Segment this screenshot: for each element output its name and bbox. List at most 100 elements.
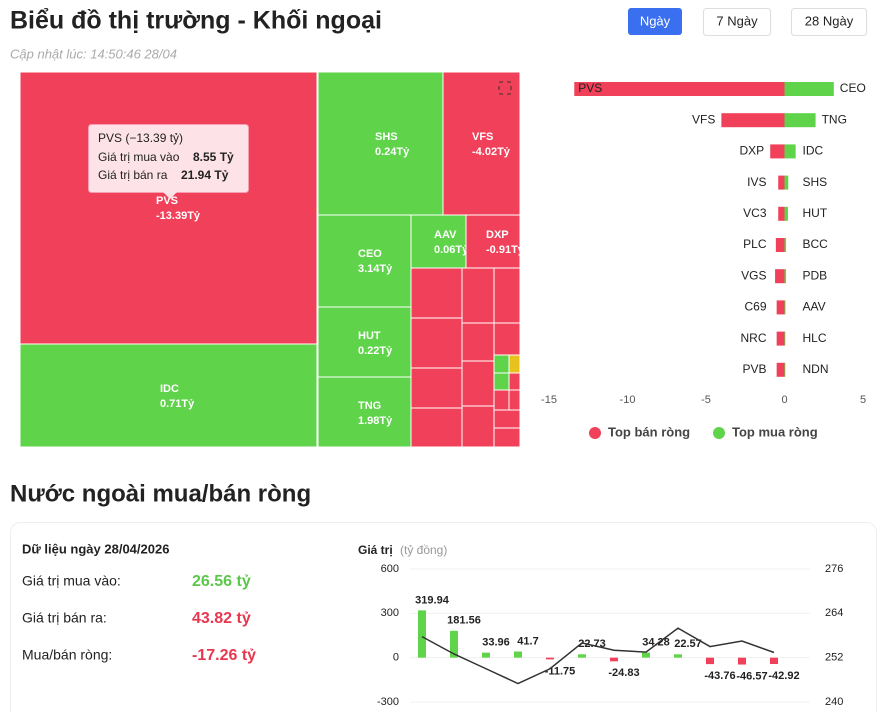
bar [642,652,650,658]
tile-value: -4.02Tỷ [472,146,511,158]
tooltip-label: Giá trị mua vào [98,150,180,164]
bar [775,269,785,284]
small-tile [461,322,495,362]
x-tick-label: -10 [620,394,636,406]
button-label[interactable]: Ngày [640,13,671,28]
tooltip-title: PVS (−13.39 tỷ) [98,131,183,145]
bar [778,206,785,221]
tile-code: DXP [486,229,509,241]
x-tick-label: 0 [781,394,787,406]
tile-code: SHS [375,131,398,143]
bar-label: CEO [840,81,866,95]
tile-value: -13.39Tỷ [156,210,201,222]
y-tick-label: -300 [377,696,399,708]
tile-code: CEO [358,248,382,260]
data-label: 33.96 [482,637,510,649]
stat-value: -17.26 tỷ [192,647,256,664]
small-tile [493,409,521,429]
y-tick-label: 300 [381,607,399,619]
button-bg[interactable] [791,8,867,36]
bar [418,610,426,658]
bar-label: HUT [803,206,828,220]
button-bg[interactable] [628,8,682,35]
y2-tick-label: 276 [825,563,843,575]
tile [19,71,318,345]
small-tile [493,322,521,356]
tile-code: TNG [358,400,381,412]
data-label: 181.56 [447,615,481,627]
legend-label: Top bán ròng [608,424,690,439]
y-axis-title: Giá trị [358,543,393,557]
bar-label: IVS [747,175,766,189]
bar [776,331,785,346]
bar [784,82,834,96]
button-label[interactable]: 28 Ngày [805,13,854,28]
date-label: Dữ liệu ngày 28/04/2026 [22,541,169,556]
small-tile [461,360,495,407]
bar [784,113,816,128]
expand-icon [498,81,512,95]
tile-value: 1.98Tỷ [358,415,393,427]
treemap: PVS -13.39Tỷ IDC 0.71Tỷ SHS 0.24Tỷ VFS -4.02Tỷ C… [19,71,525,448]
y2-tick-label: 264 [825,607,843,619]
bar-label: C69 [744,300,766,314]
small-tile [410,317,463,369]
stat-value: 43.82 tỷ [192,610,251,627]
tile [442,71,521,216]
bar [784,175,789,190]
bar-label: VC3 [743,206,767,220]
legend-marker [713,427,725,439]
data-label: 319.94 [415,594,450,606]
bar [776,300,785,315]
tooltip-value: 21.94 Tỷ [181,168,229,182]
tile-code: HUT [358,330,381,342]
tile-code: VFS [472,131,493,143]
tooltip-pointer [163,192,177,199]
bar-label: TNG [822,112,847,126]
tile-value: 0.22Tỷ [358,345,393,357]
small-tile [493,372,510,391]
bar-label: NDN [803,362,829,376]
button-label[interactable]: 7 Ngày [716,13,758,28]
button-bg[interactable] [703,8,771,36]
tile [317,376,412,448]
small-tile [410,367,463,409]
tile-value: 3.14Tỷ [358,263,393,275]
bar [578,654,586,658]
bar [784,300,786,315]
legend-label: Top mua ròng [732,424,818,439]
tile-value: 0.71Tỷ [160,398,195,410]
bar [784,331,786,346]
bar [778,175,785,190]
stat-label: Giá trị mua vào: [22,573,121,589]
data-label: -24.83 [608,667,639,679]
y2-tick-label: 240 [825,696,843,708]
card [10,522,877,712]
tile [465,214,521,269]
bar [784,206,788,221]
small-tile [493,389,510,411]
x-tick-label: 5 [860,394,866,406]
small-tile [410,407,463,448]
bar-label: DXP [740,144,765,158]
section-title: Nước ngoài mua/bán ròng [10,480,311,507]
data-label: 22.73 [578,638,606,650]
bar [610,657,618,662]
x-tick-label: -15 [541,394,557,406]
bar-label: AAV [803,300,826,314]
bar-label: HLC [803,331,827,345]
bar [450,630,458,658]
small-tile [508,372,521,391]
tile-code: PVS [156,195,178,207]
y-tick-label: 600 [381,563,399,575]
stats: Giá trị mua vào: 26.56 tỷ Giá trị bán ra: 4… [22,573,256,665]
bar [514,651,522,658]
bar [738,657,746,665]
tile [410,214,467,269]
y2-tick-label: 252 [825,652,843,664]
bar [482,652,490,658]
x-tick-label: -5 [701,394,711,406]
bar-label: PVB [742,362,766,376]
data-label: 41.7 [517,635,538,647]
